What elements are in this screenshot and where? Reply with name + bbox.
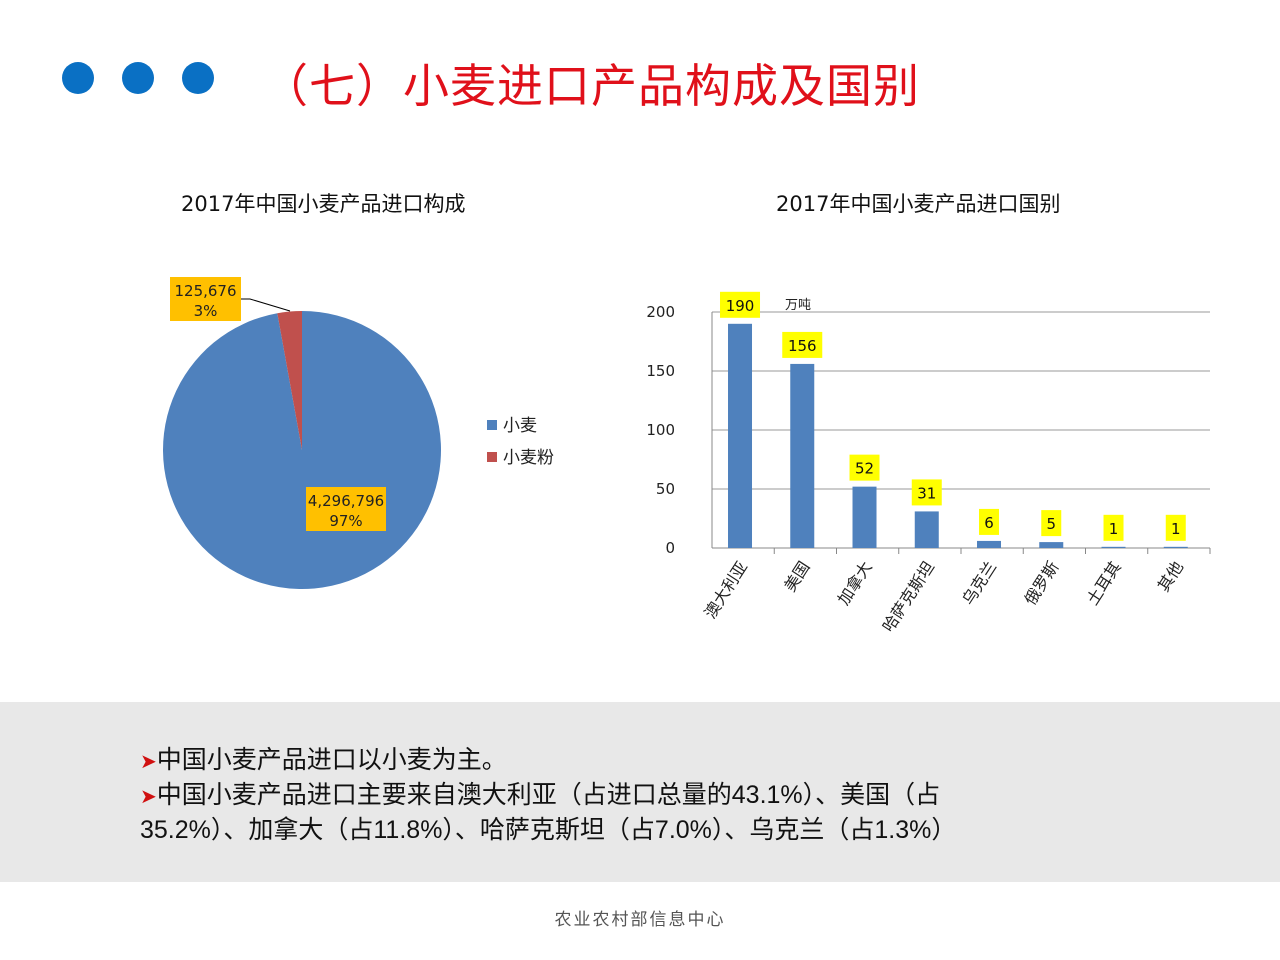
pie-percent-label: 97% <box>329 512 362 530</box>
bar-1 <box>790 363 815 548</box>
pie-label-box <box>306 487 386 531</box>
pie-value-label: 4,296,796 <box>308 492 384 510</box>
legend-label: 小麦 <box>503 416 537 436</box>
bar-value-label: 190 <box>726 297 755 315</box>
pie-slice-0 <box>163 311 442 590</box>
x-tick-label: 俄罗斯 <box>1021 558 1063 609</box>
bar-chart-title: 2017年中国小麦产品进口国别 <box>776 192 1061 216</box>
bar-label-box <box>911 479 942 506</box>
y-tick-label: 0 <box>665 539 675 557</box>
pie-percent-label: 3% <box>194 302 218 320</box>
x-tick-label: 乌克兰 <box>958 558 1000 609</box>
bar-value-label: 31 <box>917 484 936 502</box>
pie-chart-title: 2017年中国小麦产品进口构成 <box>181 192 466 216</box>
bar-label-box <box>1041 510 1062 537</box>
bar-label-box <box>849 454 880 481</box>
y-tick-label: 150 <box>646 362 675 380</box>
bar-label-box <box>782 331 823 358</box>
legend-label: 小麦粉 <box>503 448 554 468</box>
bar-label-box <box>1165 514 1186 541</box>
bar-value-label: 52 <box>855 460 874 478</box>
bullet-item: ➤中国小麦产品进口以小麦为主。 <box>140 740 507 776</box>
bar-value-label: 156 <box>788 337 817 355</box>
footer: 农业农村部信息中心 <box>554 910 726 930</box>
unit-label: 万吨 <box>785 298 811 313</box>
bar-7 <box>1163 546 1188 548</box>
x-tick-label: 美国 <box>780 558 813 595</box>
bar-label-box <box>979 508 1000 535</box>
bar-value-label: 1 <box>1109 520 1119 538</box>
leader-line <box>241 298 291 312</box>
bar-label-box <box>1103 514 1124 541</box>
page-title: （七）小麦进口产品构成及国别 <box>262 59 920 113</box>
bar-4 <box>977 540 1002 548</box>
pie-slice-1 <box>277 311 302 450</box>
arrow-bullet-icon: ➤ <box>140 751 157 773</box>
bullet-text: 中国小麦产品进口以小麦为主。 <box>156 746 507 774</box>
bullet-text-continued: 35.2%）、加拿大（占11.8%）、哈萨克斯坦（占7.0%）、乌克兰（占1.3… <box>140 816 957 844</box>
bar-6 <box>1101 546 1126 548</box>
decor-dot <box>182 62 214 94</box>
bar-label-box <box>720 291 761 318</box>
legend-swatch <box>487 420 497 430</box>
bullet-text: 中国小麦产品进口主要来自澳大利亚（占进口总量的43.1%）、美国（占 <box>156 781 941 809</box>
legend-swatch <box>487 452 497 462</box>
bar-3 <box>914 511 939 548</box>
decor-dot <box>62 62 94 94</box>
x-tick-label: 其他 <box>1154 558 1187 595</box>
bar-value-label: 5 <box>1046 515 1056 533</box>
bar-5 <box>1039 542 1064 548</box>
bar-0 <box>728 323 753 548</box>
bar-2 <box>852 486 877 548</box>
decor-dot <box>122 62 154 94</box>
pie-label-box <box>170 277 241 321</box>
y-tick-label: 200 <box>646 303 675 321</box>
bar-value-label: 1 <box>1171 520 1181 538</box>
pie-value-label: 125,676 <box>174 282 236 300</box>
y-tick-label: 100 <box>646 421 675 439</box>
y-tick-label: 50 <box>656 480 675 498</box>
bullet-item: ➤中国小麦产品进口主要来自澳大利亚（占进口总量的43.1%）、美国（占 <box>140 775 940 811</box>
bar-value-label: 6 <box>984 514 994 532</box>
x-tick-label: 土耳其 <box>1083 558 1125 609</box>
x-tick-label: 哈萨克斯坦 <box>879 558 939 635</box>
arrow-bullet-icon: ➤ <box>140 786 157 808</box>
x-tick-label: 加拿大 <box>834 558 876 609</box>
summary-panel <box>0 702 1280 882</box>
x-tick-label: 澳大利亚 <box>701 558 752 622</box>
